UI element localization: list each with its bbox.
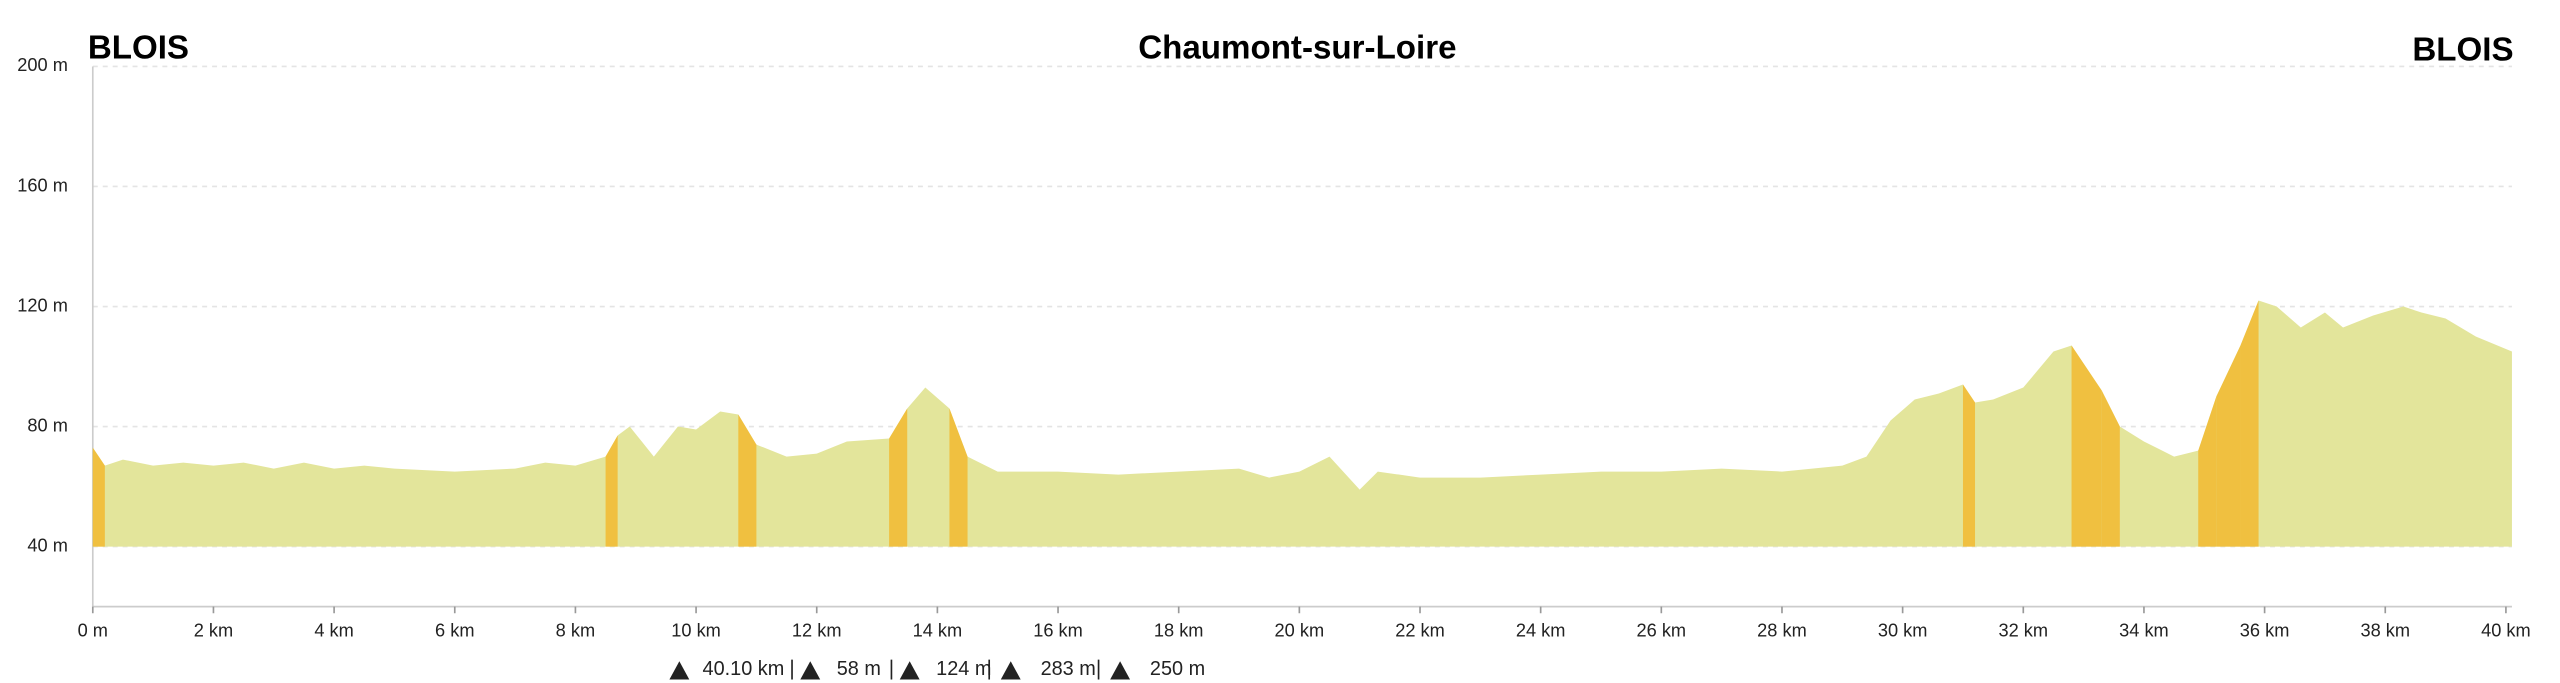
steep-segment [2101, 390, 2120, 547]
x-tick-label: 24 km [1516, 620, 1566, 640]
x-tick-label: 12 km [792, 620, 842, 640]
x-tick-label: 20 km [1275, 620, 1325, 640]
y-tick-label: 200 m [17, 55, 68, 75]
steep-segment [2198, 396, 2217, 547]
stat-value: 124 m [936, 658, 991, 680]
stat-value: 40.10 km [703, 658, 785, 680]
stat-icon [899, 661, 920, 680]
stat-icon [669, 661, 690, 680]
x-tick-label: 30 km [1878, 620, 1928, 640]
x-tick-label: 16 km [1033, 620, 1083, 640]
x-tick-label: 34 km [2119, 620, 2169, 640]
x-tick-label: 4 km [314, 620, 353, 640]
stat-icon [1110, 661, 1131, 680]
elevation-area [92, 300, 2512, 547]
stat-icon [1000, 661, 1021, 680]
x-tick-label: 28 km [1757, 620, 1807, 640]
x-tick-label: 38 km [2360, 620, 2410, 640]
y-tick-label: 160 m [17, 175, 68, 195]
x-tick-label: 2 km [194, 620, 233, 640]
steep-segment [2071, 345, 2102, 547]
stat-icon [800, 661, 821, 680]
chart-title: Chaumont-sur-Loire [1138, 30, 1456, 67]
end-label: BLOIS [2412, 31, 2513, 68]
y-tick-label: 120 m [17, 295, 68, 315]
x-tick-label: 14 km [913, 620, 963, 640]
steep-segment [738, 414, 757, 547]
steep-segment [949, 408, 968, 547]
x-tick-label: 36 km [2240, 620, 2290, 640]
steep-segment [889, 408, 908, 547]
x-tick-label: 10 km [671, 620, 721, 640]
x-tick-label: 8 km [556, 620, 595, 640]
steep-segment [2216, 345, 2241, 547]
x-tick-label: 22 km [1395, 620, 1445, 640]
stat-value: 283 m [1041, 658, 1096, 680]
steep-segment [92, 447, 105, 547]
stat-value: 58 m [837, 658, 881, 680]
steep-segment [1962, 384, 1976, 547]
x-tick-label: 32 km [1998, 620, 2048, 640]
x-tick-label: 26 km [1637, 620, 1687, 640]
stat-value: 250 m [1150, 658, 1205, 680]
x-tick-label: 40 km [2481, 620, 2531, 640]
x-tick-label: 0 m [78, 620, 108, 640]
steep-segment [2240, 300, 2259, 547]
y-tick-label: 80 m [27, 415, 68, 435]
x-tick-label: 18 km [1154, 620, 1204, 640]
y-tick-label: 40 m [27, 535, 68, 555]
start-label: BLOIS [88, 30, 189, 67]
x-tick-label: 6 km [435, 620, 474, 640]
steep-segment [605, 435, 618, 547]
